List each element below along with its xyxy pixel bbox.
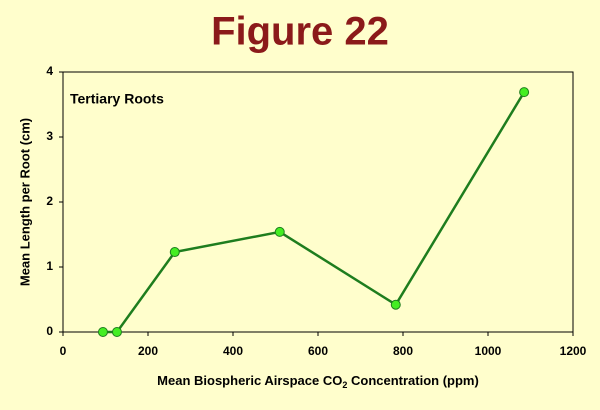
marker [97,327,108,337]
x-tick-label: 0 [60,344,67,358]
y-tick-label: 1 [46,259,53,273]
x-label-sub: 2 [342,380,347,390]
chart-title: Figure 22 [211,10,389,54]
y-axis-label: Mean Length per Root (cm) [17,118,32,286]
x-tick-label: 1200 [560,344,587,358]
y-tick-label: 4 [46,64,53,78]
x-axis-label: Mean Biospheric Airspace CO2 Concentrati… [157,373,479,390]
plot-frame [62,71,574,333]
marker [519,87,530,98]
y-tick-label: 2 [46,194,53,208]
x-tick-label: 200 [138,344,158,358]
marker [274,226,285,237]
x-label-part: Mean Biospheric Airspace CO [157,373,342,388]
marker [169,247,180,258]
x-label-part: Concentration (ppm) [347,373,478,388]
annotation: Tertiary Roots [70,91,164,107]
x-tick-label: 800 [393,344,413,358]
marker [390,299,401,310]
y-tick-label: 0 [46,324,53,338]
x-tick-label: 400 [223,344,243,358]
marker [111,327,122,337]
x-tick-label: 600 [308,344,328,358]
y-tick-label: 3 [46,129,53,143]
x-tick-label: 1000 [475,344,502,358]
line [102,91,526,334]
